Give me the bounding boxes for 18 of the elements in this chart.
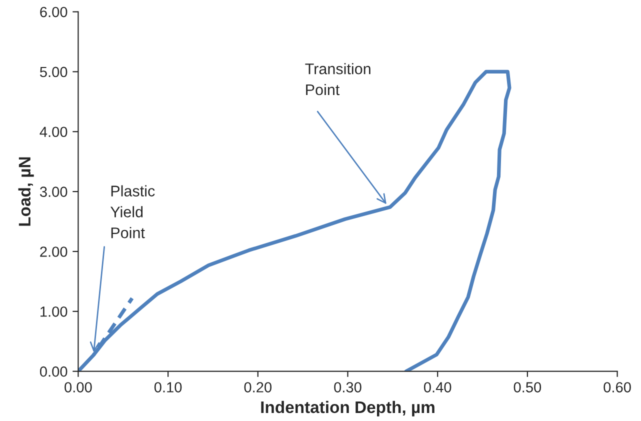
x-tick-label: 0.00 <box>64 382 92 392</box>
annotation: Plastic Yield Point <box>110 185 155 238</box>
x-axis-title: Indentation Depth, µm <box>261 400 434 416</box>
y-tick-label: 6.00 <box>40 6 68 18</box>
y-axis-title: Load, µN <box>18 157 34 226</box>
y-tick-label: 1.00 <box>40 306 68 317</box>
x-tick-label: 0.40 <box>424 382 452 392</box>
y-tick-label: 0.00 <box>40 366 68 377</box>
x-tick-label: 0.10 <box>154 382 182 392</box>
y-tick-label: 4.00 <box>40 126 68 138</box>
y-tick-label: 3.00 <box>40 186 68 197</box>
x-tick-label: 0.30 <box>334 382 362 392</box>
x-tick-label: 0.60 <box>604 382 631 392</box>
annotation: Transition Point <box>305 63 370 96</box>
x-tick-label: 0.20 <box>244 382 272 392</box>
x-tick-label: 0.50 <box>514 382 542 392</box>
y-tick-label: 5.00 <box>40 66 68 78</box>
y-tick-label: 2.00 <box>40 246 68 257</box>
